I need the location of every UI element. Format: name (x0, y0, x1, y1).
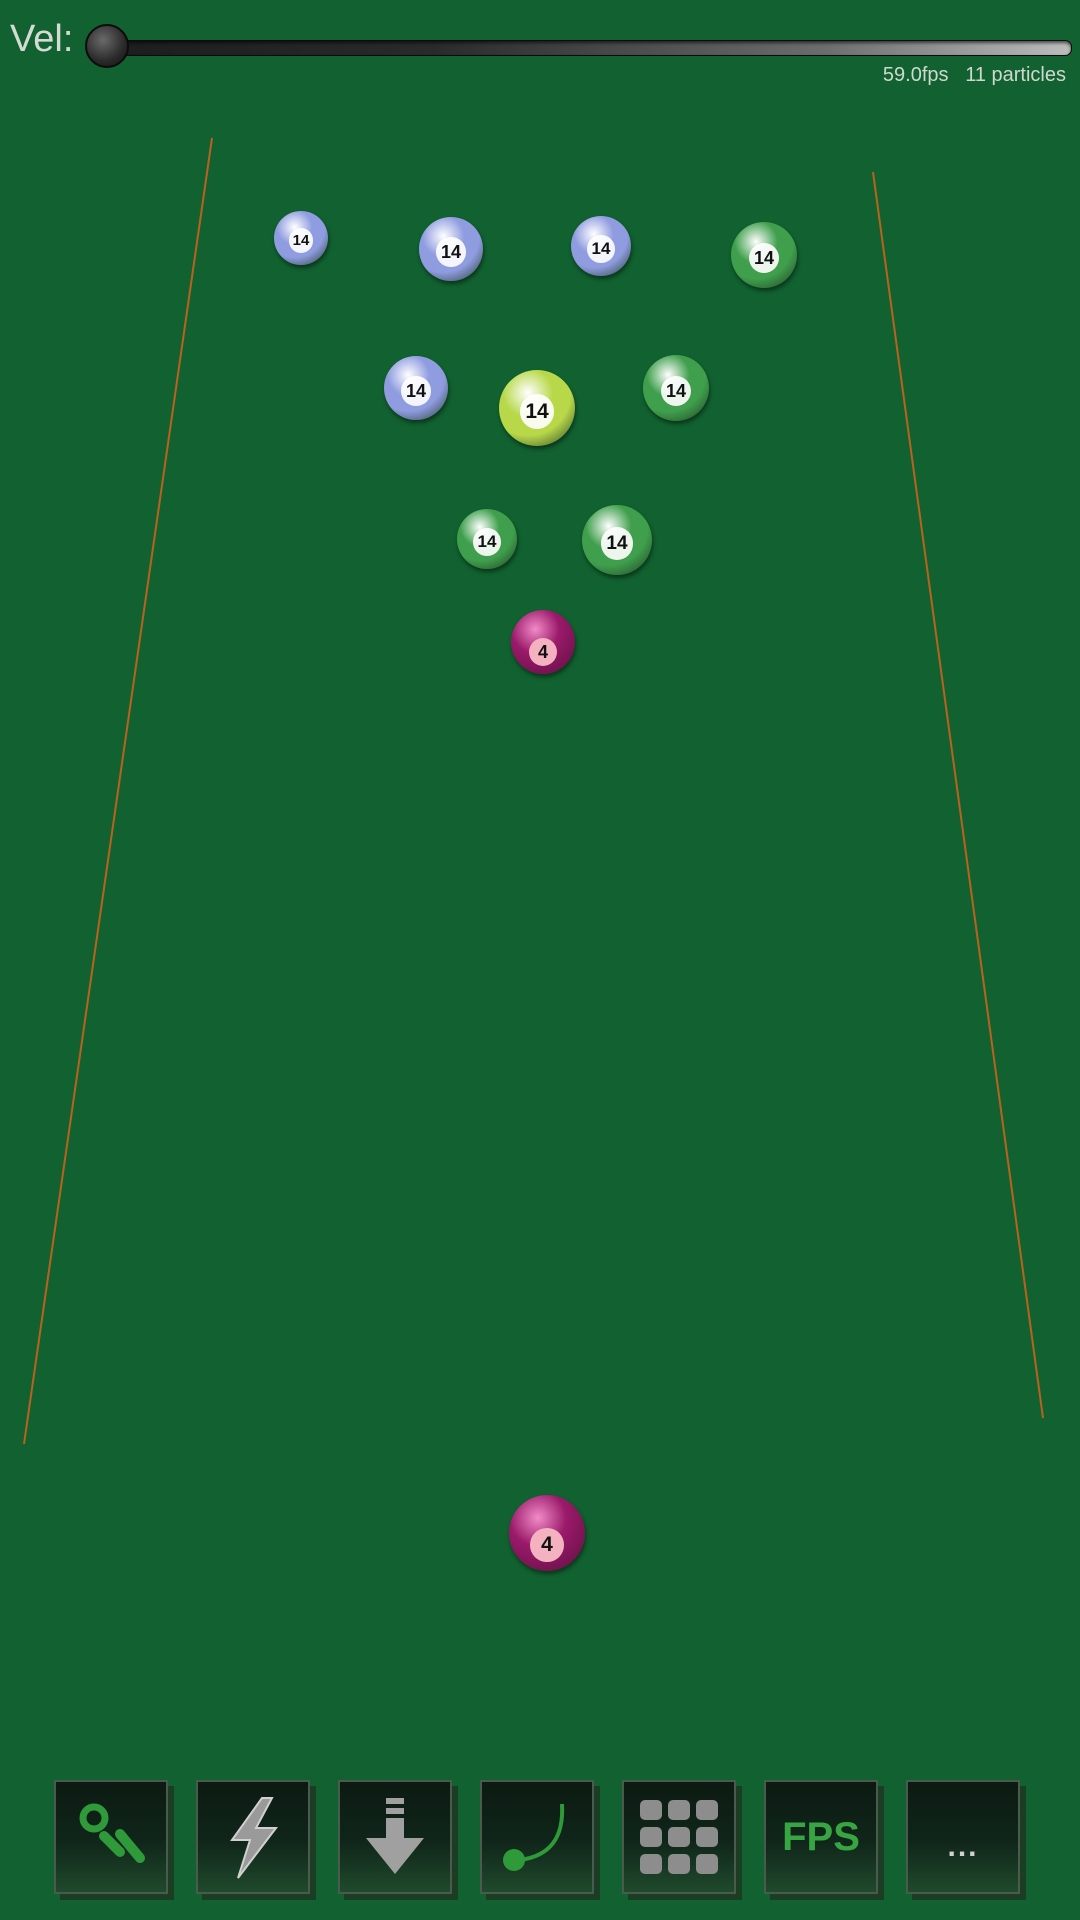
fps-icon: FPS (782, 1814, 860, 1859)
ball[interactable]: 14 (582, 505, 652, 575)
left-rail (23, 137, 213, 1445)
ball-number: 14 (436, 237, 466, 267)
ball[interactable]: 14 (457, 509, 517, 569)
ball-number: 14 (600, 527, 634, 560)
ball-number: 14 (288, 228, 314, 254)
gravity-arrow-icon (366, 1798, 424, 1874)
ball-number: 14 (519, 394, 555, 430)
ball[interactable]: 14 (571, 216, 631, 276)
lightning-icon (230, 1797, 279, 1879)
fps-tool-button[interactable]: FPS (764, 1780, 878, 1894)
stats-readout: 59.0fps 11 particles (883, 64, 1066, 87)
velocity-slider-thumb[interactable] (85, 24, 129, 68)
right-rail (872, 171, 1044, 1419)
ball[interactable]: 4 (511, 610, 575, 674)
particle-count: 11 particles (965, 64, 1066, 86)
ball-number: 14 (748, 243, 780, 274)
lightning-tool-button[interactable] (196, 1780, 310, 1894)
velocity-label: Vel: (10, 18, 74, 60)
ball-number: 14 (587, 235, 615, 263)
fps-readout: 59.0fps (882, 64, 949, 86)
ball[interactable]: 14 (384, 356, 448, 420)
ball-number: 14 (401, 376, 431, 406)
trail-icon (503, 1803, 565, 1871)
ball[interactable]: 4 (509, 1495, 585, 1571)
more-tool-button[interactable]: ... (906, 1780, 1020, 1894)
toolbar: FPS ... (54, 1780, 1030, 1898)
ball-number: 4 (530, 1528, 564, 1562)
ball[interactable]: 14 (419, 217, 483, 281)
ball[interactable]: 14 (274, 211, 328, 265)
ball-number: 4 (528, 638, 558, 667)
more-icon: ... (947, 1830, 979, 1863)
ball-number: 14 (660, 376, 692, 407)
particles-icon (79, 1803, 145, 1863)
ball[interactable]: 14 (643, 355, 709, 421)
ball[interactable]: 14 (731, 222, 797, 288)
gravity-tool-button[interactable] (338, 1780, 452, 1894)
grid-icon (640, 1800, 718, 1874)
ball-number: 14 (473, 528, 501, 556)
trail-tool-button[interactable] (480, 1780, 594, 1894)
particles-tool-button[interactable] (54, 1780, 168, 1894)
grid-tool-button[interactable] (622, 1780, 736, 1894)
velocity-slider[interactable] (85, 24, 1072, 68)
ball[interactable]: 14 (499, 370, 575, 446)
